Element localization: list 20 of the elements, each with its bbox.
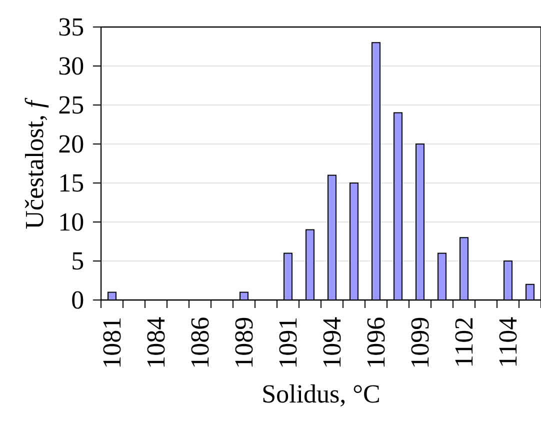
- x-tick-label: 1089: [235, 318, 253, 367]
- x-tick-label: 1091: [279, 318, 297, 367]
- x-axis-title: Solidus, °C: [263, 384, 379, 406]
- x-tick-label: 1081: [103, 318, 121, 367]
- y-tick-label: 0: [72, 291, 84, 309]
- y-tick-label: 25: [59, 96, 84, 114]
- x-tick-label: 1104: [499, 317, 517, 366]
- x-tick-label: 1086: [191, 318, 209, 367]
- x-tick-label: 1099: [411, 318, 429, 367]
- x-tick-label: 1102: [455, 318, 473, 366]
- y-tick-label: 20: [59, 135, 84, 153]
- y-tick-label: 30: [59, 57, 84, 75]
- x-tick-label: 1084: [147, 317, 165, 367]
- y-tick-label: 35: [59, 18, 84, 36]
- y-tick-label: 10: [60, 213, 84, 231]
- y-tick-label: 15: [60, 174, 84, 192]
- x-tick-label: 1094: [323, 317, 341, 367]
- y-tick-label: 5: [72, 252, 84, 270]
- y-axis-title: Učestalost, f: [24, 98, 49, 229]
- x-tick-label: 1096: [367, 318, 385, 367]
